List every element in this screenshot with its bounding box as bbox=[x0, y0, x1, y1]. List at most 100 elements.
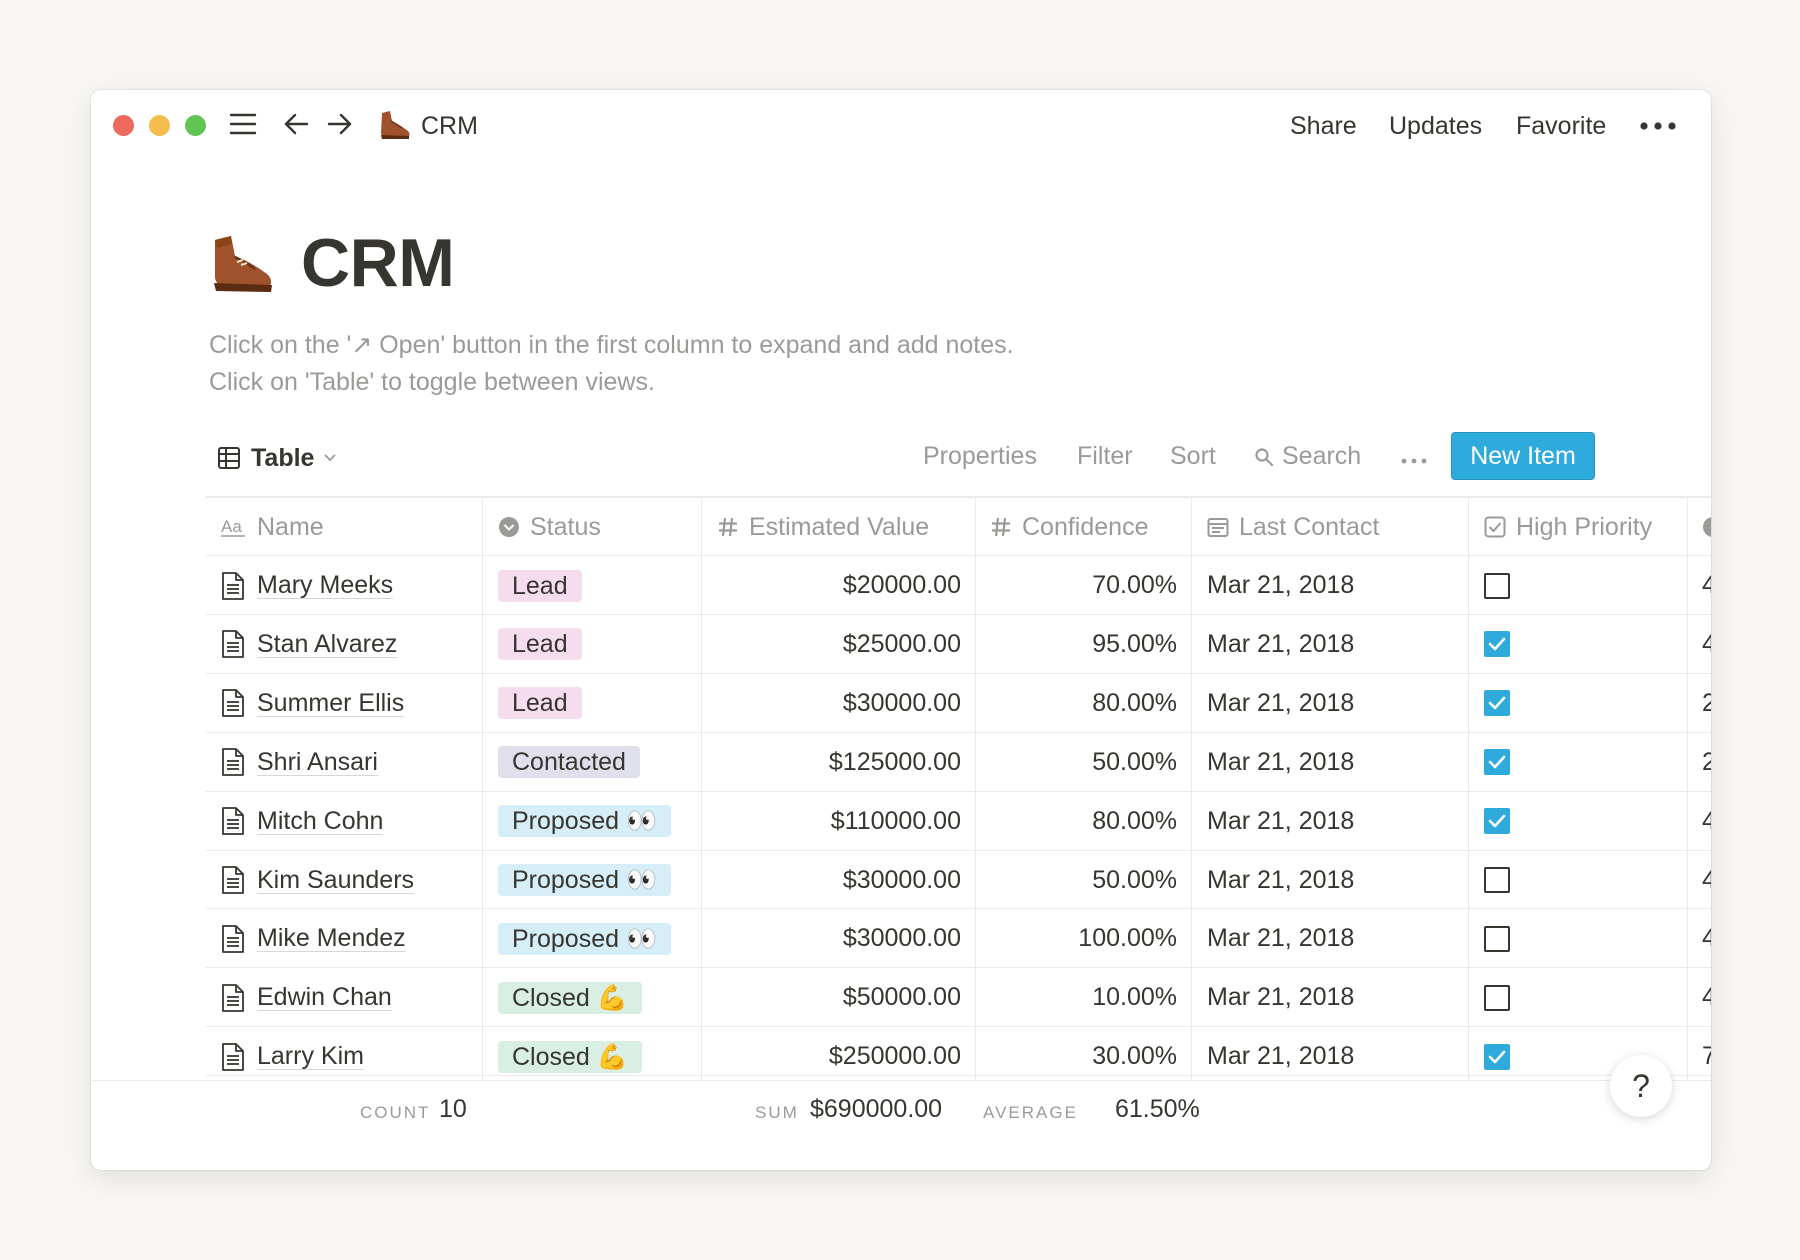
name-cell[interactable]: Mike Mendez bbox=[206, 909, 483, 969]
column-header-estimated-value[interactable]: Estimated Value bbox=[702, 498, 976, 556]
extra-cell[interactable]: 2 bbox=[1688, 733, 1711, 792]
high-priority-cell[interactable] bbox=[1469, 909, 1688, 969]
extra-cell[interactable]: 4 bbox=[1688, 968, 1711, 1027]
table-row[interactable]: Edwin Chan Closed 💪 $50000.00 10.00% Mar 21,… bbox=[206, 967, 1711, 1028]
last-contact-cell[interactable] bbox=[1192, 1076, 1469, 1080]
page-icon[interactable] bbox=[221, 748, 245, 777]
table-row[interactable]: Summer Ellis Lead $30000.00 80.00% Mar 21, 2… bbox=[206, 672, 1711, 733]
extra-cell[interactable]: 4 bbox=[1688, 909, 1711, 968]
page-icon[interactable] bbox=[221, 983, 245, 1012]
column-header-extra[interactable] bbox=[1688, 498, 1711, 556]
row-name[interactable]: Mitch Cohn bbox=[257, 806, 384, 835]
high-priority-checkbox[interactable] bbox=[1484, 808, 1510, 835]
row-name[interactable]: Edwin Chan bbox=[257, 983, 392, 1012]
properties-button[interactable]: Properties bbox=[923, 442, 1037, 470]
page-icon[interactable] bbox=[221, 866, 245, 894]
estimated-value-cell[interactable]: $250000.00 bbox=[702, 1027, 976, 1080]
column-header-status[interactable]: Status bbox=[483, 498, 702, 556]
estimated-value-cell[interactable]: $20000.00 bbox=[702, 556, 976, 615]
status-cell[interactable]: Proposed 👀 bbox=[483, 791, 702, 851]
estimated-value-cell[interactable]: $50000.00 bbox=[702, 968, 976, 1028]
search-button[interactable]: Search bbox=[1254, 442, 1361, 471]
row-name[interactable]: Larry Kim bbox=[257, 1042, 364, 1071]
high-priority-checkbox[interactable] bbox=[1484, 749, 1510, 776]
page-shoe-icon[interactable] bbox=[207, 230, 277, 300]
row-name[interactable]: Stan Alvarez bbox=[257, 629, 398, 658]
estimated-value-cell[interactable]: $25000.00 bbox=[702, 614, 976, 674]
row-name[interactable]: Shri Ansari bbox=[257, 747, 378, 776]
name-cell[interactable]: Mitch Cohn bbox=[206, 791, 483, 851]
status-cell[interactable] bbox=[483, 1076, 702, 1080]
view-more-icon[interactable] bbox=[1400, 454, 1428, 466]
confidence-cell[interactable]: 30.00% bbox=[976, 1027, 1192, 1080]
high-priority-checkbox[interactable] bbox=[1484, 867, 1510, 893]
status-cell[interactable]: Lead bbox=[483, 614, 702, 674]
column-header-high-priority[interactable]: High Priority bbox=[1469, 498, 1688, 556]
status-cell[interactable]: Lead bbox=[483, 556, 702, 615]
status-cell[interactable]: Proposed 👀 bbox=[483, 909, 702, 969]
estimated-value-cell[interactable] bbox=[702, 1076, 976, 1080]
page-icon[interactable] bbox=[221, 924, 245, 953]
high-priority-cell[interactable] bbox=[1469, 968, 1688, 1028]
high-priority-cell[interactable] bbox=[1469, 556, 1688, 615]
estimated-value-cell[interactable]: $30000.00 bbox=[702, 909, 976, 969]
confidence-cell[interactable]: 50.00% bbox=[976, 850, 1192, 910]
status-cell[interactable]: Lead bbox=[483, 673, 702, 733]
name-cell[interactable] bbox=[206, 1076, 483, 1080]
table-row[interactable]: Mike Mendez Proposed 👀 $30000.00 100.00% Mar… bbox=[206, 908, 1711, 969]
high-priority-checkbox[interactable] bbox=[1484, 1043, 1510, 1070]
high-priority-cell[interactable] bbox=[1469, 732, 1688, 792]
high-priority-checkbox[interactable] bbox=[1484, 690, 1510, 717]
last-contact-cell[interactable]: Mar 21, 2018 bbox=[1192, 968, 1469, 1028]
last-contact-cell[interactable]: Mar 21, 2018 bbox=[1192, 850, 1469, 910]
high-priority-cell[interactable] bbox=[1469, 1076, 1688, 1080]
name-cell[interactable]: Larry Kim bbox=[206, 1027, 483, 1080]
count-value[interactable]: 10 bbox=[439, 1095, 467, 1123]
status-cell[interactable]: Contacted bbox=[483, 732, 702, 792]
help-button[interactable]: ? bbox=[1610, 1055, 1672, 1117]
row-name[interactable]: Mike Mendez bbox=[257, 924, 406, 953]
menu-icon[interactable] bbox=[226, 106, 260, 142]
page-icon[interactable] bbox=[221, 689, 245, 718]
table-row[interactable]: Mitch Cohn Proposed 👀 $110000.00 80.00% Mar … bbox=[206, 790, 1711, 851]
sum-value[interactable]: $690000.00 bbox=[810, 1095, 943, 1123]
name-cell[interactable]: Kim Saunders bbox=[206, 850, 483, 910]
updates-button[interactable]: Updates bbox=[1389, 112, 1483, 140]
sort-button[interactable]: Sort bbox=[1170, 442, 1216, 470]
confidence-cell[interactable]: 50.00% bbox=[976, 732, 1192, 792]
filter-button[interactable]: Filter bbox=[1077, 442, 1133, 470]
last-contact-cell[interactable]: Mar 21, 2018 bbox=[1192, 732, 1469, 792]
last-contact-cell[interactable]: Mar 21, 2018 bbox=[1192, 556, 1469, 615]
forward-arrow-icon[interactable] bbox=[323, 106, 357, 142]
status-cell[interactable]: Proposed 👀 bbox=[483, 850, 702, 910]
page-icon[interactable] bbox=[221, 1042, 245, 1071]
back-arrow-icon[interactable] bbox=[279, 106, 313, 142]
page-icon[interactable] bbox=[221, 630, 245, 659]
extra-cell[interactable]: 4 bbox=[1688, 556, 1711, 615]
minimize-window-button[interactable] bbox=[149, 115, 170, 136]
average-value[interactable]: 61.50% bbox=[1115, 1095, 1200, 1123]
confidence-cell[interactable]: 80.00% bbox=[976, 673, 1192, 733]
row-name[interactable]: Summer Ellis bbox=[257, 688, 405, 717]
view-switcher[interactable]: Table bbox=[217, 438, 338, 478]
row-name[interactable]: Mary Meeks bbox=[257, 571, 394, 599]
last-contact-cell[interactable]: Mar 21, 2018 bbox=[1192, 1027, 1469, 1080]
table-row[interactable]: Kim Saunders Proposed 👀 $30000.00 50.00% Mar… bbox=[206, 849, 1711, 910]
table-row[interactable] bbox=[206, 1075, 1711, 1080]
name-cell[interactable]: Stan Alvarez bbox=[206, 614, 483, 674]
estimated-value-cell[interactable]: $30000.00 bbox=[702, 673, 976, 733]
name-cell[interactable]: Shri Ansari bbox=[206, 732, 483, 792]
confidence-cell[interactable]: 95.00% bbox=[976, 614, 1192, 674]
status-cell[interactable]: Closed 💪 bbox=[483, 1027, 702, 1080]
confidence-cell[interactable]: 80.00% bbox=[976, 791, 1192, 851]
confidence-cell[interactable]: 100.00% bbox=[976, 909, 1192, 969]
extra-cell[interactable]: 4 bbox=[1688, 615, 1711, 674]
new-item-button[interactable]: New Item bbox=[1451, 432, 1595, 480]
estimated-value-cell[interactable]: $125000.00 bbox=[702, 732, 976, 792]
status-cell[interactable]: Closed 💪 bbox=[483, 968, 702, 1028]
last-contact-cell[interactable]: Mar 21, 2018 bbox=[1192, 614, 1469, 674]
high-priority-checkbox[interactable] bbox=[1484, 984, 1510, 1011]
close-window-button[interactable] bbox=[113, 115, 134, 136]
high-priority-checkbox[interactable] bbox=[1484, 631, 1510, 658]
column-header-confidence[interactable]: Confidence bbox=[976, 498, 1192, 556]
